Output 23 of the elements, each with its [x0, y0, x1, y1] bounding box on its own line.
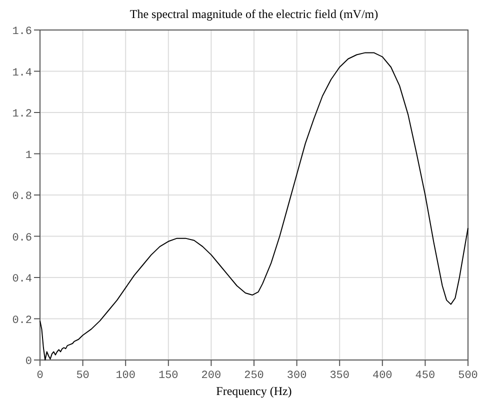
x-tick-label: 400 [372, 370, 392, 382]
y-tick-label: 0.2 [12, 314, 32, 327]
x-tick-label: 50 [76, 370, 90, 382]
y-tick-label: 0.4 [12, 274, 32, 286]
y-tick-label: 0 [25, 356, 32, 368]
y-tick-label: 1.2 [12, 108, 32, 120]
chart-title: The spectral magnitude of the electric field (mV/m) [130, 7, 378, 21]
line-series [40, 52, 468, 360]
y-tick-label: 0.6 [12, 232, 32, 244]
x-axis-title: Frequency (Hz) [216, 384, 292, 398]
y-tick-label: 0.8 [12, 191, 32, 203]
x-tick-label: 350 [330, 370, 350, 382]
y-tick-label: 1 [25, 150, 32, 162]
x-tick-label: 300 [286, 370, 307, 382]
x-tick-label: 450 [415, 370, 436, 382]
y-tick-label: 1.4 [12, 67, 32, 80]
x-tick-label: 200 [201, 370, 222, 382]
x-tick-label: 100 [116, 370, 136, 382]
x-tick-label: 500 [458, 370, 478, 382]
x-tick-label: 250 [244, 370, 264, 382]
x-tick-label: 0 [36, 370, 44, 382]
x-tick-label: 150 [158, 370, 178, 382]
y-tick-label: 1.6 [12, 26, 32, 38]
